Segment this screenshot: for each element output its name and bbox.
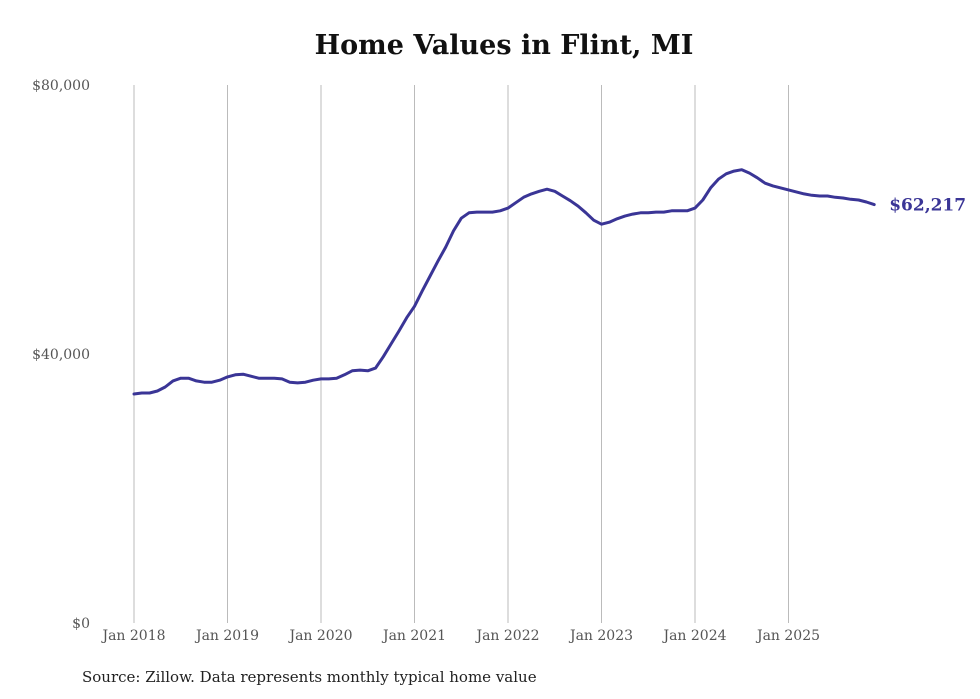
x-tick-label: Jan 2023 — [568, 628, 633, 644]
x-tick-label: Jan 2025 — [755, 628, 820, 644]
x-tick-label: Jan 2020 — [287, 628, 352, 644]
x-tick-label: Jan 2024 — [661, 628, 726, 644]
source-note: Source: Zillow. Data represents monthly … — [82, 668, 537, 686]
chart-title: Home Values in Flint, MI — [314, 30, 694, 61]
x-tick-label: Jan 2021 — [381, 628, 446, 644]
y-tick-label: $40,000 — [32, 347, 90, 363]
x-tick-label: Jan 2018 — [100, 628, 165, 644]
y-tick-label: $80,000 — [32, 78, 90, 94]
x-tick-label: Jan 2022 — [474, 628, 539, 644]
end-value-label: $62,217 — [889, 196, 966, 216]
y-tick-label: $0 — [72, 616, 90, 632]
series-line — [132, 168, 876, 396]
x-tick-label: Jan 2019 — [194, 628, 259, 644]
